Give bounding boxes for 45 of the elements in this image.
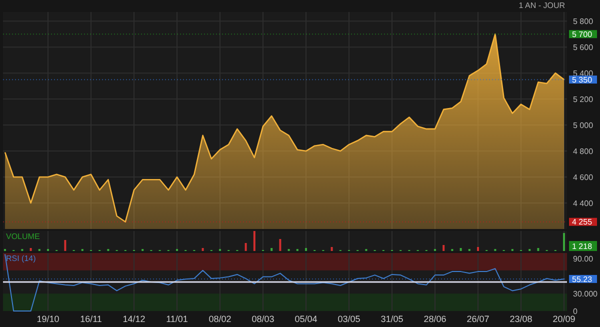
y-tick-label: 4 800 — [573, 146, 594, 156]
bar — [305, 248, 307, 251]
y-tick-label: 5 800 — [573, 16, 594, 26]
text: 1 218 — [572, 242, 593, 251]
x-tick-label: 20/09 — [552, 314, 576, 324]
x-tick-label: 11/01 — [166, 314, 188, 324]
x-tick-label: 08/03 — [252, 314, 274, 324]
x-tick-label: 19/10 — [36, 314, 60, 324]
y-tick-label: 5 200 — [573, 94, 594, 104]
x-tick-label: 14/12 — [122, 314, 146, 324]
chart-subtitle: 1 AN - JOUR — [518, 1, 566, 10]
line-series — [4, 254, 564, 312]
y-tick-label: 30.000 — [573, 289, 598, 298]
bar — [270, 248, 273, 251]
y-tick-label: 90.00 — [573, 254, 594, 264]
x-tick-label: 03/05 — [338, 314, 360, 324]
bar — [279, 239, 282, 251]
y-tick-label: 0 — [573, 306, 578, 316]
x-tick-label: 26/07 — [466, 314, 490, 324]
bar — [330, 247, 333, 251]
bar — [477, 247, 479, 251]
bar — [202, 248, 204, 251]
bar — [244, 243, 247, 251]
chart-title: VOLUME — [6, 232, 40, 241]
x-tick-label: 16/11 — [80, 314, 102, 324]
bar — [563, 233, 565, 251]
y-tick-label: 4 600 — [573, 172, 594, 182]
y-tick-label: 4 400 — [573, 198, 594, 208]
x-tick-label: 31/05 — [380, 314, 404, 324]
bar — [442, 245, 445, 251]
bar — [64, 240, 66, 251]
x-tick-label: 28/06 — [424, 314, 446, 324]
ref-line-label: 55.23 — [572, 274, 593, 284]
bar — [253, 231, 256, 251]
y-tick-label: 5 000 — [573, 120, 594, 130]
x-tick-label: 23/08 — [510, 314, 532, 324]
x-tick-label: 05/04 — [294, 314, 318, 324]
y-tick-label: 5 600 — [573, 42, 594, 52]
ref-line-label: 5 700 — [572, 30, 593, 39]
bar — [537, 248, 540, 251]
ref-line-label: 4 255 — [572, 218, 593, 227]
bar — [30, 248, 32, 251]
bar — [460, 248, 462, 251]
series-label: RSI (14) — [6, 254, 36, 263]
x-tick-label: 08/02 — [208, 314, 232, 324]
